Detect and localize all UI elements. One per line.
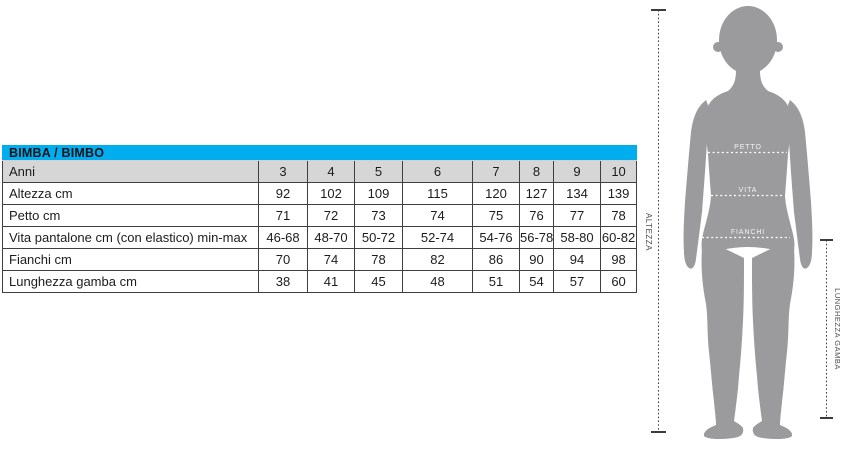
leg-length-label: LUNGHEZZA GAMBA — [833, 288, 842, 370]
height-label: ALTEZZA — [644, 213, 653, 251]
child-silhouette — [683, 6, 813, 440]
row-label-cell: Fianchi cm — [2, 248, 259, 271]
value-cell: 60 — [599, 270, 638, 293]
value-cell: 115 — [402, 182, 473, 205]
value-cell: 54-76 — [472, 226, 520, 249]
value-cell: 38 — [258, 270, 308, 293]
value-cell: 58-80 — [553, 226, 601, 249]
value-cell: 45 — [354, 270, 403, 293]
value-cell: 48-70 — [307, 226, 355, 249]
chest-label: PETTO — [734, 144, 762, 151]
value-cell: 72 — [307, 204, 355, 227]
age-cell: 9 — [553, 160, 601, 183]
value-cell: 94 — [553, 248, 601, 271]
value-cell: 74 — [307, 248, 355, 271]
head-shape — [719, 6, 777, 74]
right-leg-shape — [752, 238, 795, 440]
age-cell: 5 — [354, 160, 403, 183]
value-cell: 57 — [553, 270, 601, 293]
value-cell: 98 — [599, 248, 638, 271]
row-label-cell: Altezza cm — [2, 182, 259, 205]
value-cell: 86 — [472, 248, 520, 271]
table-row: Vita pantalone cm (con elastico) min-max… — [2, 226, 638, 249]
left-arm-shape — [683, 100, 708, 269]
right-arm-shape — [788, 100, 813, 269]
value-cell: 127 — [519, 182, 554, 205]
height-dimension: ALTEZZA — [644, 9, 666, 433]
table-title: BIMBA / BIMBO — [1, 145, 638, 161]
row-label-cell: Petto cm — [2, 204, 259, 227]
value-cell: 41 — [307, 270, 355, 293]
age-cell: 3 — [258, 160, 308, 183]
age-cell: 7 — [472, 160, 520, 183]
value-cell: 92 — [258, 182, 308, 205]
value-cell: 139 — [599, 182, 638, 205]
value-cell: 77 — [553, 204, 601, 227]
table-row: Lunghezza gamba cm 38 41 45 48 51 54 57 60 — [2, 270, 638, 293]
value-cell: 102 — [307, 182, 355, 205]
table-row-ages: Anni 3 4 5 6 7 8 9 10 — [2, 160, 638, 183]
value-cell: 60-82 — [599, 226, 638, 249]
value-cell: 76 — [519, 204, 554, 227]
value-cell: 109 — [354, 182, 403, 205]
value-cell: 48 — [402, 270, 473, 293]
left-ear-shape — [713, 42, 723, 52]
table-title-row: BIMBA / BIMBO — [1, 145, 638, 161]
value-cell: 134 — [553, 182, 601, 205]
child-silhouette-svg: PETTO VITA FIANCHI ALTEZZA LUNGHEZZA GAM… — [644, 6, 842, 440]
waist-label: VITA — [739, 187, 758, 194]
value-cell: 90 — [519, 248, 554, 271]
age-cell: 4 — [307, 160, 355, 183]
value-cell: 73 — [354, 204, 403, 227]
value-cell: 46-68 — [258, 226, 308, 249]
value-cell: 54 — [519, 270, 554, 293]
value-cell: 50-72 — [354, 226, 403, 249]
row-label-cell: Anni — [2, 160, 259, 183]
age-cell: 10 — [599, 160, 638, 183]
leg-length-dimension: LUNGHEZZA GAMBA — [820, 239, 842, 419]
value-cell: 78 — [354, 248, 403, 271]
value-cell: 70 — [258, 248, 308, 271]
size-table: BIMBA / BIMBO Anni 3 4 5 6 7 8 9 10 Altezza cm 92 10… — [1, 145, 638, 293]
child-figure-diagram: PETTO VITA FIANCHI ALTEZZA LUNGHEZZA GAM… — [640, 0, 850, 450]
table-row: Petto cm 71 72 73 74 75 76 77 78 — [2, 204, 638, 227]
row-label-cell: Vita pantalone cm (con elastico) min-max — [2, 226, 259, 249]
value-cell: 78 — [599, 204, 638, 227]
value-cell: 71 — [258, 204, 308, 227]
table-row: Altezza cm 92 102 109 115 120 127 134 139 — [2, 182, 638, 205]
value-cell: 120 — [472, 182, 520, 205]
age-cell: 8 — [519, 160, 554, 183]
value-cell: 82 — [402, 248, 473, 271]
table-row: Fianchi cm 70 74 78 82 86 90 94 98 — [2, 248, 638, 271]
value-cell: 51 — [472, 270, 520, 293]
left-leg-shape — [701, 238, 744, 440]
value-cell: 52-74 — [402, 226, 473, 249]
age-cell: 6 — [402, 160, 473, 183]
row-label-cell: Lunghezza gamba cm — [2, 270, 259, 293]
value-cell: 75 — [472, 204, 520, 227]
hips-label: FIANCHI — [731, 229, 765, 236]
torso-shape — [701, 70, 795, 256]
value-cell: 74 — [402, 204, 473, 227]
value-cell: 56-78 — [519, 226, 554, 249]
right-ear-shape — [773, 42, 783, 52]
